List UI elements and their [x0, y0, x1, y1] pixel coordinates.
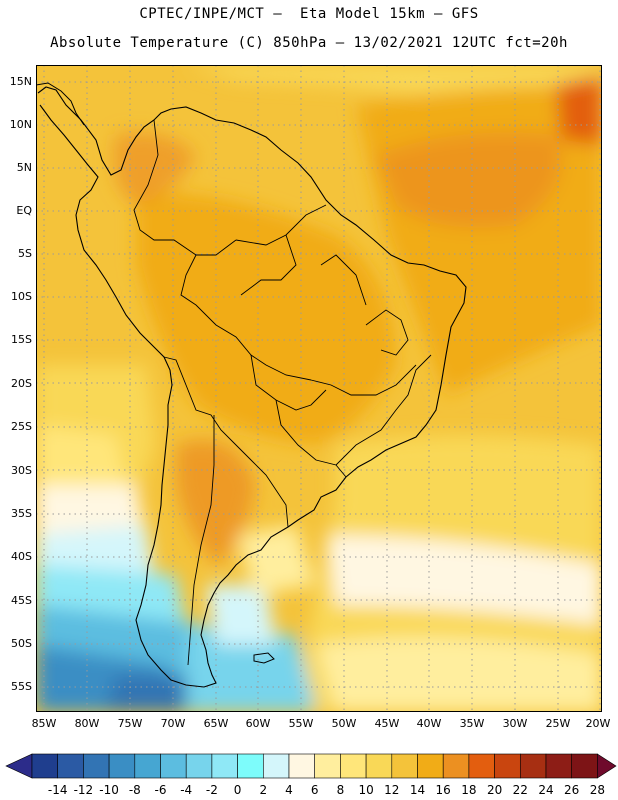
- lat-label: 35S: [11, 507, 32, 520]
- colorbar-label: -2: [205, 783, 218, 797]
- lat-label: 50S: [11, 637, 32, 650]
- colorbar-label: 14: [409, 783, 426, 797]
- lon-label: 85W: [31, 717, 57, 730]
- map-title: CPTEC/INPE/MCT – Eta Model 15km – GFS: [139, 6, 479, 22]
- colorbar-label: -12: [73, 783, 94, 797]
- lat-label: 25S: [11, 420, 32, 433]
- colorbar-label: 8: [336, 783, 345, 797]
- colorbar-swatch: [288, 753, 316, 779]
- colorbar-label: 20: [486, 783, 503, 797]
- map-frame: [36, 65, 602, 712]
- colorbar-label: 22: [512, 783, 528, 797]
- lon-label: 75W: [117, 717, 143, 730]
- colorbar-swatch: [262, 753, 290, 779]
- colorbar-swatch: [83, 753, 110, 779]
- colorbar-swatch: [237, 753, 264, 779]
- colorbar-label: 18: [461, 783, 477, 797]
- lon-label: 25W: [545, 717, 571, 730]
- colorbar-swatch: [442, 753, 470, 779]
- lon-label: 20W: [585, 717, 611, 730]
- lat-label: EQ: [16, 204, 32, 217]
- colorbar-label: 2: [259, 783, 268, 797]
- lon-label: 40W: [416, 717, 442, 730]
- colorbar-swatch: [391, 753, 418, 779]
- lon-label: 65W: [203, 717, 229, 730]
- lat-label: 5S: [18, 247, 32, 260]
- lat-label: 55S: [11, 680, 32, 693]
- colorbar-label: -8: [128, 783, 141, 797]
- colorbar-swatch: [468, 753, 495, 779]
- colorbar-label: 12: [384, 783, 400, 797]
- colorbar-swatch: [417, 753, 444, 779]
- map-svg: [36, 65, 602, 712]
- lat-label: 30S: [11, 464, 32, 477]
- lat-label: 40S: [11, 550, 32, 563]
- graticule: [36, 65, 602, 712]
- lon-label: 45W: [374, 717, 400, 730]
- lon-label: 70W: [160, 717, 186, 730]
- colorbar-label: 26: [564, 783, 580, 797]
- colorbar-swatch: [340, 753, 367, 779]
- temperature-map[interactable]: [36, 65, 602, 712]
- lon-label: 30W: [502, 717, 528, 730]
- colorbar: [5, 753, 617, 779]
- lat-label: 15N: [9, 75, 32, 88]
- colorbar-swatch: [365, 753, 393, 779]
- central-america-coastline: [36, 82, 85, 126]
- colorbar-swatch: [211, 753, 238, 779]
- colorbar-swatch: [545, 753, 573, 779]
- lon-label: 80W: [74, 717, 100, 730]
- colorbar-label: -4: [180, 783, 193, 797]
- colorbar-label: 10: [358, 783, 374, 797]
- lon-label: 55W: [288, 717, 314, 730]
- colorbar-label: 4: [285, 783, 293, 797]
- lat-label: 45S: [11, 594, 32, 607]
- lon-label: 60W: [245, 717, 271, 730]
- lat-label: 20S: [11, 377, 32, 390]
- colorbar-label: 24: [538, 783, 554, 797]
- colorbar-swatch: [31, 753, 59, 779]
- colorbar-label: 0: [233, 783, 242, 797]
- colorbar-low-arrow: [5, 753, 33, 779]
- lon-label: 50W: [331, 717, 357, 730]
- colorbar-label: -6: [154, 783, 167, 797]
- colorbar-swatch: [134, 753, 161, 779]
- lon-label: 35W: [459, 717, 485, 730]
- lat-label: 10S: [11, 290, 32, 303]
- colorbar-high-arrow: [597, 753, 617, 779]
- lat-label: 10N: [9, 118, 32, 131]
- lat-label: 5N: [16, 161, 32, 174]
- country-borders: [133, 119, 432, 666]
- colorbar-swatch: [160, 753, 187, 779]
- map-subtitle: Absolute Temperature (C) 850hPa – 13/02/…: [50, 35, 568, 51]
- colorbar-swatch: [314, 753, 341, 779]
- falkland-islands: [253, 652, 275, 664]
- colorbar-swatch: [494, 753, 521, 779]
- colorbar-swatch: [519, 753, 547, 779]
- colorbar-label: 28: [589, 783, 606, 797]
- colorbar-label: 16: [435, 783, 451, 797]
- colorbar-label: -14: [47, 783, 68, 797]
- colorbar-label: -10: [99, 783, 119, 797]
- colorbar-swatch: [108, 753, 136, 779]
- lat-label: 15S: [11, 333, 32, 346]
- south-america-coastline: [37, 86, 467, 688]
- colorbar-label: 6: [310, 783, 319, 797]
- colorbar-swatch: [571, 753, 598, 779]
- colorbar-swatch: [57, 753, 84, 779]
- colorbar-swatch: [185, 753, 213, 779]
